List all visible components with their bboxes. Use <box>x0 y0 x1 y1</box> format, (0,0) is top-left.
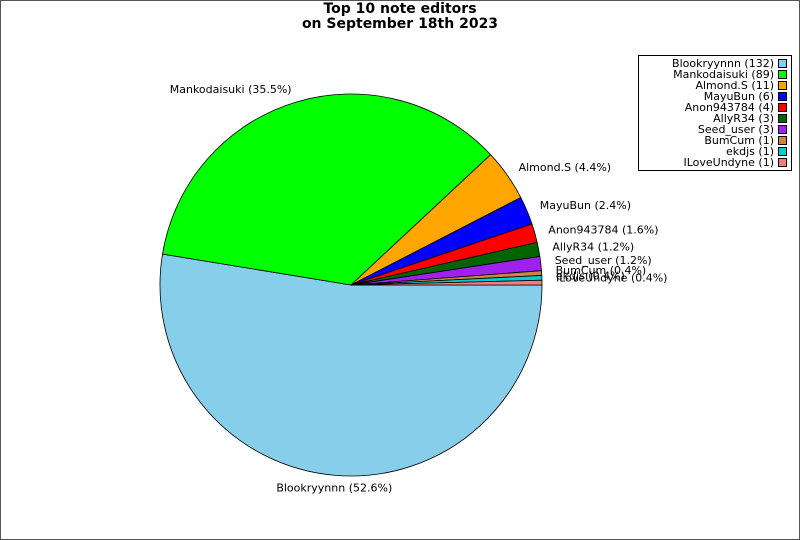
legend-item: MayuBun (6) <box>639 91 787 102</box>
legend-item: ekdjs (1) <box>639 146 787 157</box>
legend-item: Anon943784 (4) <box>639 102 787 113</box>
legend-item: AllyR34 (3) <box>639 113 787 124</box>
chart-legend: Blookryynnn (132) Mankodaisuki (89) Almond… <box>638 55 792 171</box>
legend-swatch <box>778 114 787 123</box>
legend-label: Anon943784 (4) <box>684 101 774 114</box>
legend-item: BumCum (1) <box>639 135 787 146</box>
chart-title-line-2: on September 18th 2023 <box>301 16 499 32</box>
legend-swatch <box>778 92 787 101</box>
slice-label-mayubun: MayuBun (2.4%) <box>540 199 631 212</box>
legend-item: ILoveUndyne (1) <box>639 157 787 168</box>
slice-label-blookryynnn: Blookryynnn (52.6%) <box>276 481 392 494</box>
legend-item: Seed_user (3) <box>639 124 787 135</box>
legend-label: BumCum (1) <box>704 134 774 147</box>
legend-item: Almond.S (11) <box>639 80 787 91</box>
legend-label: MayuBun (6) <box>703 90 774 103</box>
slice-label-almond-s: Almond.S (4.4%) <box>519 161 612 174</box>
legend-swatch <box>778 81 787 90</box>
slice-label-anon943784: Anon943784 (1.6%) <box>548 223 658 236</box>
slice-label-bumcum: BumCum (0.4%) <box>556 264 647 277</box>
slice-label-ekdjs: ekdjs (0.4%) <box>556 269 625 282</box>
legend-swatch <box>778 125 787 134</box>
legend-label: Blookryynnn (132) <box>672 57 774 70</box>
legend-label: ILoveUndyne (1) <box>683 156 774 169</box>
legend-swatch <box>778 59 787 68</box>
slice-label-allyr34: AllyR34 (1.2%) <box>552 241 634 254</box>
slice-label-mankodaisuki: Mankodaisuki (35.5%) <box>170 83 292 96</box>
legend-swatch <box>778 103 787 112</box>
legend-swatch <box>778 136 787 145</box>
chart-title: Top 10 note editors on September 18th 20… <box>0 2 800 32</box>
legend-label: Seed_user (3) <box>697 123 774 136</box>
legend-swatch <box>778 147 787 156</box>
pie-slice-iloveundyne <box>350 279 543 286</box>
legend-swatch <box>778 158 787 167</box>
legend-item: Mankodaisuki (89) <box>639 69 787 80</box>
legend-swatch <box>778 70 787 79</box>
legend-item: Blookryynnn (132) <box>639 58 787 69</box>
chart-title-line-1: Top 10 note editors <box>323 1 477 17</box>
slice-label-seed-user: Seed_user (1.2%) <box>555 254 652 267</box>
pie-slice-mankodaisuki <box>162 93 492 286</box>
legend-label: AllyR34 (3) <box>713 112 774 125</box>
legend-label: Mankodaisuki (89) <box>673 68 774 81</box>
legend-label: ekdjs (1) <box>726 145 774 158</box>
legend-label: Almond.S (11) <box>695 79 774 92</box>
slice-label-iloveundyne: ILoveUndyne (0.4%) <box>556 271 667 284</box>
pie-slice-blookryynnn <box>159 253 543 477</box>
